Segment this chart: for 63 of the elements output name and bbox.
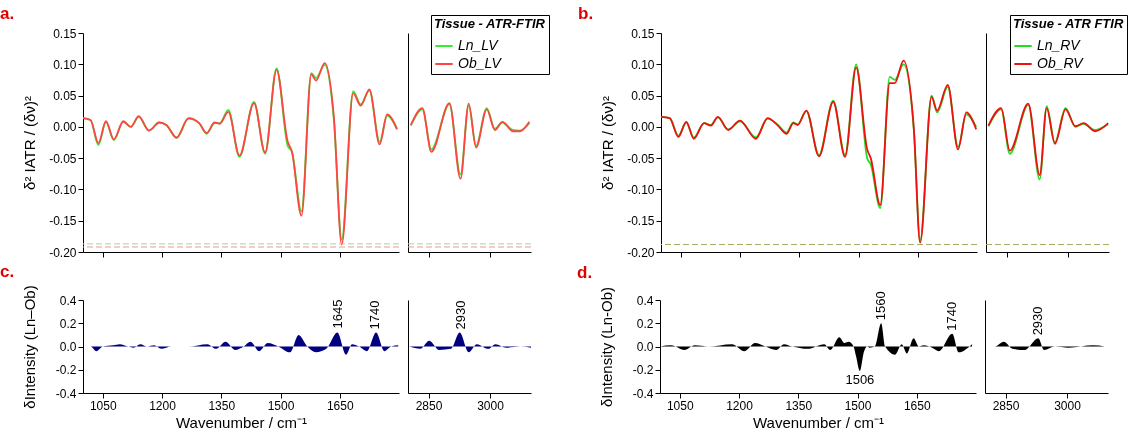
y-tick-label: -0.2 <box>632 363 654 378</box>
y-tick-label: -0.05 <box>49 151 77 166</box>
y-axis-title: δ² IATR / (δν)² <box>20 96 38 190</box>
annotation: 1740 <box>944 301 960 331</box>
y-axis-title: δIntensity (Ln-Ob) <box>597 286 615 408</box>
y-tick-label: -0.4 <box>55 386 77 401</box>
x-axis-title: Wavenumber / cm⁻¹ <box>752 413 885 431</box>
x-tick-label: 1500 <box>267 398 295 413</box>
y-tick-label: 0.00 <box>53 120 77 135</box>
x-tick-label: 1650 <box>903 398 931 413</box>
y-tick-label: 0.4 <box>636 293 654 308</box>
y-tick-label: 0.0 <box>636 340 654 354</box>
x-tick-label: 1350 <box>785 398 813 413</box>
y-tick-label: 0.4 <box>59 293 77 308</box>
y-tick-label: 0.10 <box>53 57 77 72</box>
y-tick-label: -0.20 <box>627 245 655 260</box>
y-tick-label: 0.15 <box>631 26 655 41</box>
y-tick-label: 0.15 <box>53 26 77 41</box>
legend-label: Ln_RV <box>1037 37 1082 53</box>
x-tick-label: 1200 <box>149 398 177 413</box>
chart-title: b. <box>578 4 594 23</box>
y-tick-label: 0.2 <box>636 316 654 331</box>
x-tick-label: 3000 <box>1054 398 1082 413</box>
chart-title: d. <box>577 263 593 283</box>
chart-title: a. <box>0 4 15 23</box>
y-tick-label: -0.10 <box>49 182 77 197</box>
x-tick-label: 2850 <box>992 398 1020 413</box>
legend-title: Tissue - ATR FTIR <box>1013 16 1124 31</box>
y-tick-label: -0.4 <box>632 386 654 401</box>
y-tick-label: 0.0 <box>59 340 77 354</box>
annotation: 1740 <box>367 300 383 330</box>
y-tick-label: 0.00 <box>631 120 655 135</box>
chart-title: c. <box>0 261 15 281</box>
y-tick-label: -0.10 <box>627 182 655 197</box>
y-tick-label: -0.2 <box>55 363 77 378</box>
y-tick-label: 0.2 <box>59 316 77 331</box>
y-axis-title: δIntensity (Ln–Ob) <box>20 285 38 409</box>
annotation: 1506 <box>845 371 875 387</box>
x-tick-label: 3000 <box>477 398 505 413</box>
y-tick-label: 0.05 <box>631 89 655 104</box>
legend-label: Ln_LV <box>458 37 500 53</box>
annotation: 1645 <box>329 299 345 329</box>
annotation: 1560 <box>873 291 889 321</box>
x-tick-label: 1050 <box>89 398 117 413</box>
x-tick-label: 1500 <box>844 398 872 413</box>
y-tick-label: 0.10 <box>631 57 655 72</box>
y-tick-label: -0.15 <box>49 214 77 229</box>
legend-title: Tissue - ATR-FTIR <box>434 16 546 31</box>
y-tick-label: 0.05 <box>53 89 77 104</box>
annotation: 2930 <box>453 300 469 330</box>
y-tick-label: -0.15 <box>627 214 655 229</box>
x-tick-label: 1350 <box>208 398 236 413</box>
x-axis-title: Wavenumber / cm⁻¹ <box>175 413 308 431</box>
y-tick-label: -0.20 <box>49 245 77 260</box>
legend-label: Ob_LV <box>458 55 503 71</box>
x-tick-label: 1200 <box>726 398 754 413</box>
annotation: 2930 <box>1030 306 1046 336</box>
y-tick-label: -0.05 <box>627 151 655 166</box>
x-tick-label: 1650 <box>326 398 354 413</box>
legend-label: Ob_RV <box>1037 55 1085 71</box>
y-axis-title: δ² IATR / (δν)² <box>598 96 616 190</box>
x-tick-label: 2850 <box>415 398 443 413</box>
x-tick-label: 1050 <box>666 398 694 413</box>
